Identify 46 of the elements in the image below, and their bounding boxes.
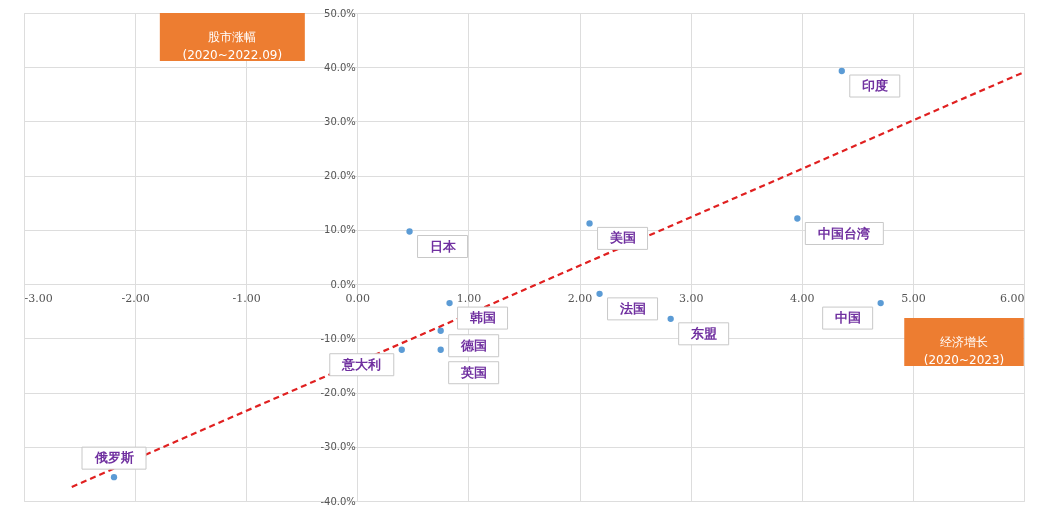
point <box>586 220 593 227</box>
point <box>838 67 845 75</box>
y-tick-label: 10.0% <box>324 224 356 236</box>
data-label: 美国 <box>608 230 636 246</box>
point <box>667 315 674 322</box>
data-label: 法国 <box>618 300 646 316</box>
data-label: 韩国 <box>468 310 496 326</box>
x-tick-label: 0.00 <box>345 291 371 305</box>
data-label: 德国 <box>459 337 487 353</box>
y-tick-label: 20.0% <box>324 170 356 182</box>
x-tick-label: 3.00 <box>678 291 704 305</box>
x-tick-label: 6.00 <box>1000 291 1025 305</box>
x-tick-label: -3.00 <box>24 291 53 305</box>
point <box>446 299 453 307</box>
x-tick-label: 1.00 <box>456 291 482 305</box>
x-tick-label: 5.00 <box>901 291 926 305</box>
data-label: 东盟 <box>689 325 717 341</box>
point <box>406 228 413 235</box>
point <box>437 346 444 353</box>
data-label: 英国 <box>459 364 487 380</box>
point <box>398 346 405 353</box>
data-label: 中国 <box>834 310 861 326</box>
x-tick-label: 4.00 <box>790 291 815 305</box>
data-label: 日本 <box>429 238 457 254</box>
data-label: 俄罗斯 <box>93 450 134 466</box>
point <box>794 215 801 222</box>
y-tick-label: 30.0% <box>324 115 356 127</box>
x-axis-title: 经济增长 (2020~2023) <box>923 335 1005 368</box>
y-axis-title: 股市涨幅 (2020~2022.09) <box>182 30 283 62</box>
x-tick-label: -1.00 <box>232 291 261 305</box>
data-label: 意大利 <box>341 356 382 372</box>
y-tick-label: -20.0% <box>320 387 356 399</box>
point <box>877 299 884 307</box>
data-label: 印度 <box>861 78 888 94</box>
x-tick-label: -2.00 <box>121 291 150 305</box>
point <box>110 473 118 481</box>
y-tick-label: 40.0% <box>324 61 356 73</box>
point <box>596 290 603 298</box>
y-tick-label: -40.0% <box>320 495 356 507</box>
y-tick-label: -30.0% <box>320 441 356 453</box>
y-tick-label: 50.0% <box>324 7 356 19</box>
x-tick-label: 2.00 <box>567 291 593 305</box>
data-label: 中国台湾 <box>818 225 871 241</box>
point <box>437 327 444 334</box>
y-tick-label: 0.0% <box>330 278 356 290</box>
y-tick-label: -10.0% <box>320 332 356 344</box>
